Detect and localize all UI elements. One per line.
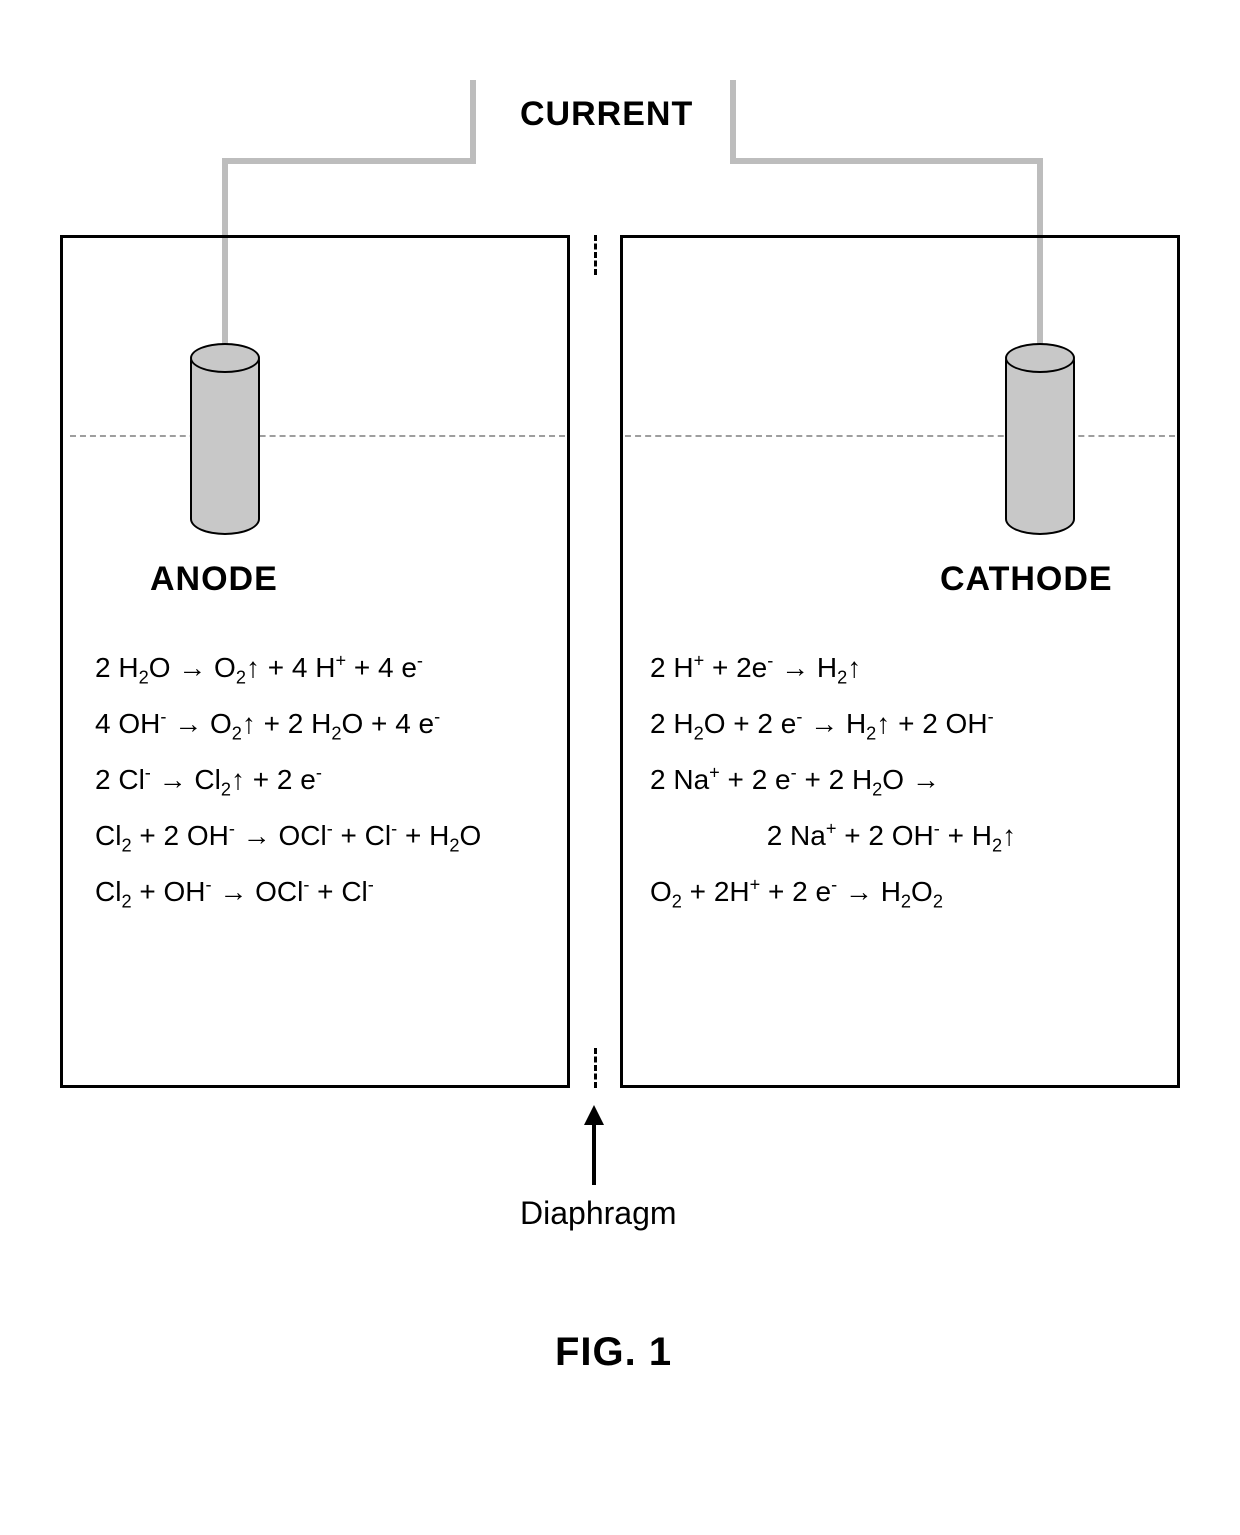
cell-border	[620, 235, 623, 1088]
cell-border	[60, 235, 63, 1088]
equation-line: 2 H2O → O2↑ + 4 H+ + 4 e-	[95, 640, 555, 696]
equation-line: Cl2 + OH- → OCl- + Cl-	[95, 864, 555, 920]
cell-border	[60, 235, 570, 238]
anode-label: ANODE	[150, 560, 278, 599]
diaphragm-label: Diaphragm	[520, 1195, 677, 1232]
diaphragm-dashes	[594, 235, 597, 275]
cell-border	[620, 235, 1180, 238]
diaphragm-dashes	[594, 1048, 597, 1088]
wire-segment	[730, 158, 1040, 164]
cell-border	[620, 1085, 1180, 1088]
equation-line: 4 OH- → O2↑ + 2 H2O + 4 e-	[95, 696, 555, 752]
cell-border	[60, 1085, 570, 1088]
diaphragm-arrow-icon	[584, 1105, 604, 1185]
equation-line: 2 H+ + 2e- → H2↑	[650, 640, 1170, 696]
equation-line: 2 Na+ + 2 OH- + H2↑	[650, 808, 1170, 864]
equation-line: Cl2 + 2 OH- → OCl- + Cl- + H2O	[95, 808, 555, 864]
cathode-label: CATHODE	[940, 560, 1113, 599]
cell-border	[567, 235, 570, 1088]
current-label: CURRENT	[520, 95, 693, 134]
wire-segment	[222, 158, 476, 164]
water-level-line	[70, 435, 565, 437]
cell-border	[1177, 235, 1180, 1088]
anode-equations: 2 H2O → O2↑ + 4 H+ + 4 e-4 OH- → O2↑ + 2…	[95, 640, 555, 920]
cathode-equations: 2 H+ + 2e- → H2↑2 H2O + 2 e- → H2↑ + 2 O…	[650, 640, 1170, 920]
equation-line: 2 H2O + 2 e- → H2↑ + 2 OH-	[650, 696, 1170, 752]
equation-line: 2 Cl- → Cl2↑ + 2 e-	[95, 752, 555, 808]
water-level-line	[625, 435, 1175, 437]
wire-segment	[222, 158, 228, 348]
wire-segment	[1037, 158, 1043, 348]
wire-segment	[730, 80, 736, 160]
equation-line: O2 + 2H+ + 2 e- → H2O2	[650, 864, 1170, 920]
anode-electrode	[190, 345, 260, 535]
cathode-electrode	[1005, 345, 1075, 535]
equation-line: 2 Na+ + 2 e- + 2 H2O →	[650, 752, 1170, 808]
figure-caption: FIG. 1	[555, 1330, 672, 1375]
wire-segment	[470, 80, 476, 160]
diagram-canvas: CURRENT ANODE CATHODE 2 H2O → O2↑ + 4 H+…	[0, 0, 1240, 1535]
